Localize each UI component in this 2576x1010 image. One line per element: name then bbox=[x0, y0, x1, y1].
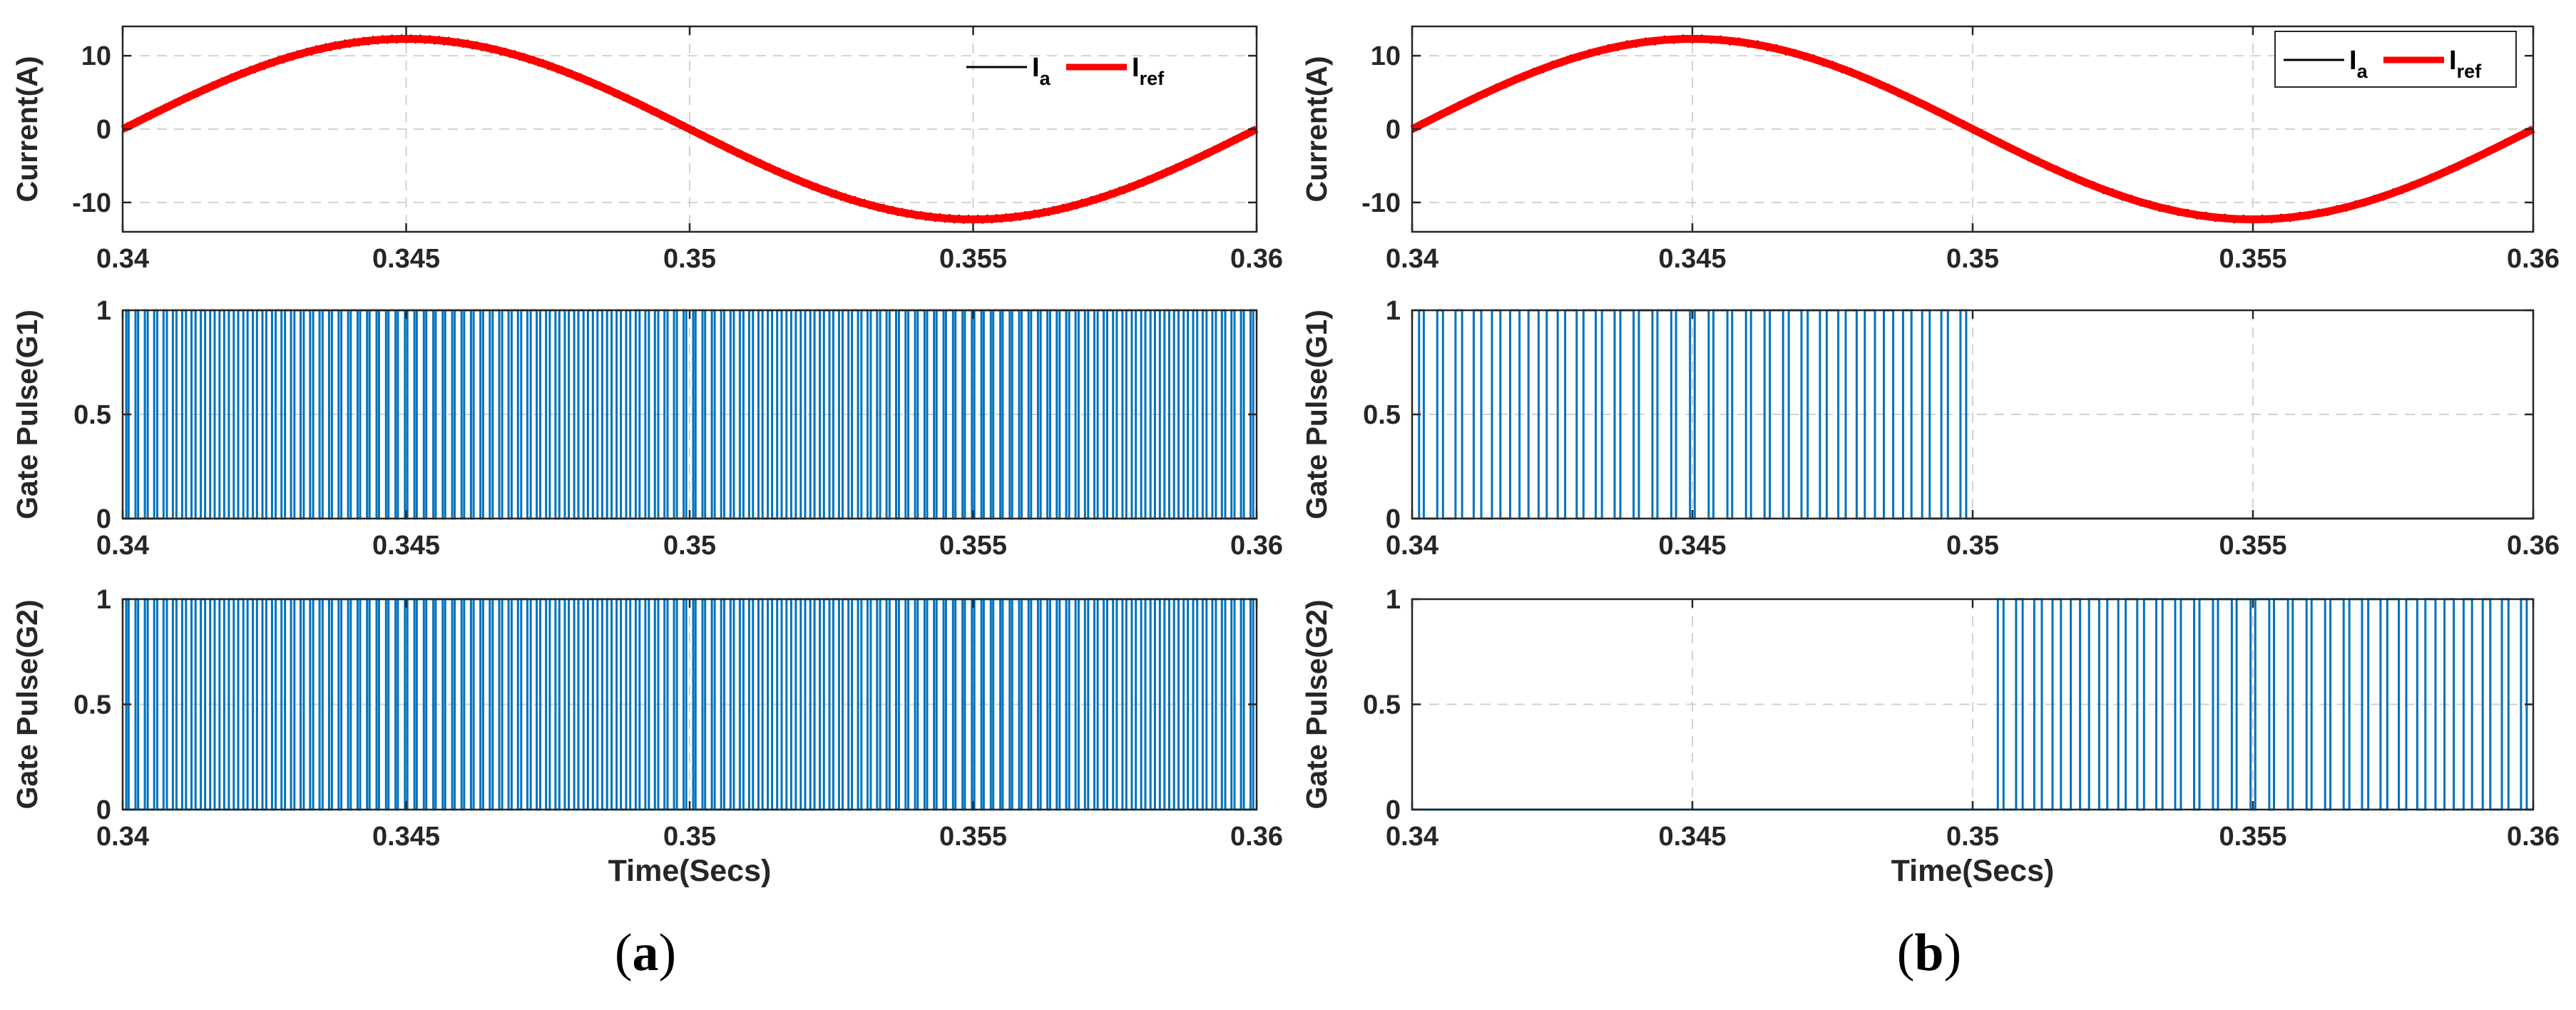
chart-a-2-y-tick-label-1: 0.5 bbox=[73, 400, 111, 430]
chart-b-1-legend-ia-label: Ia bbox=[2349, 46, 2368, 82]
chart-a-1-legend-iref-label: Iref bbox=[1132, 53, 1165, 89]
chart-a-3-x-tick-label-4: 0.36 bbox=[1230, 822, 1283, 852]
chart-a-3-y-tick-label-1: 0.5 bbox=[73, 690, 111, 720]
chart-a-1-x-tick-label-2: 0.35 bbox=[663, 244, 716, 274]
chart-b-1-legend-ia-sub: a bbox=[2357, 61, 2368, 82]
chart-b-3-x-tick-label-2: 0.35 bbox=[1946, 822, 1999, 852]
chart-a-3-y-tick-label-2: 0 bbox=[96, 795, 111, 825]
chart-a-2: 0.34 0.345 0.35 0.355 0.36 1 0.5 0 Gate Pulse(G1… bbox=[11, 296, 1283, 561]
caption-a-letter: a bbox=[633, 924, 659, 982]
chart-b-2: 0.34 0.345 0.35 0.355 0.36 1 0.5 0 Gate Pulse(G1… bbox=[1300, 296, 2560, 561]
chart-b-1-legend: Ia Iref bbox=[2274, 31, 2517, 88]
chart-b-1-y-label: Current(A) bbox=[1300, 56, 1333, 203]
chart-b-3-x-label: Time(Secs) bbox=[1891, 854, 2055, 888]
chart-a-1-x-tick-label-1: 0.345 bbox=[372, 244, 440, 274]
caption-b-close: ) bbox=[1944, 924, 1962, 982]
chart-a-1-y-tick-label-1: 0 bbox=[96, 115, 111, 145]
chart-b-2-y-label: Gate Pulse(G1) bbox=[1300, 310, 1333, 519]
caption-a: (a) bbox=[615, 924, 676, 982]
chart-a-2-x-tick-label-0: 0.34 bbox=[96, 531, 149, 561]
chart-a-1-y-tick-label-0: 10 bbox=[81, 41, 111, 71]
chart-b-3-y-tick-label-1: 0.5 bbox=[1363, 690, 1401, 720]
chart-b-1-x-tick-label-1: 0.345 bbox=[1658, 244, 1726, 274]
chart-a-3-x-tick-label-2: 0.35 bbox=[663, 822, 716, 852]
chart-b-3: 0.34 0.345 0.35 0.355 0.36 1 0.5 0 Gate Pulse(G2… bbox=[1300, 585, 2560, 888]
chart-a-1-legend-ia-label: Ia bbox=[1032, 53, 1051, 89]
caption-b: (b) bbox=[1897, 924, 1961, 982]
chart-a-1-legend: Ia Iref bbox=[966, 53, 1165, 89]
chart-b-3-y-tick-label-2: 0 bbox=[1386, 795, 1401, 825]
chart-b-3-y-tick-label-0: 1 bbox=[1386, 585, 1401, 615]
chart-b-2-y-tick-label-1: 0.5 bbox=[1363, 400, 1401, 430]
chart-b-3-x-tick-label-4: 0.36 bbox=[2507, 822, 2560, 852]
chart-a-3-x-tick-label-3: 0.355 bbox=[939, 822, 1007, 852]
chart-b-1-x-tick-label-4: 0.36 bbox=[2507, 244, 2560, 274]
chart-b-2-x-tick-label-4: 0.36 bbox=[2507, 531, 2560, 561]
caption-a-close: ) bbox=[659, 924, 677, 982]
chart-b-3-x-tick-label-3: 0.355 bbox=[2219, 822, 2286, 852]
caption-b-letter: b bbox=[1914, 924, 1943, 982]
chart-a-1-legend-iref-main: I bbox=[1132, 53, 1140, 83]
chart-a-3: 0.34 0.345 0.35 0.355 0.36 1 0.5 0 Gate Pulse(G2… bbox=[11, 585, 1283, 888]
chart-b-1-legend-iref-sub: ref bbox=[2457, 61, 2483, 82]
chart-b-1-y-tick-label-0: 10 bbox=[1371, 41, 1401, 71]
chart-b-1-legend-iref-main: I bbox=[2449, 46, 2457, 76]
chart-b-1-x-tick-label-0: 0.34 bbox=[1386, 244, 1438, 274]
chart-b-1-series-iref bbox=[1410, 35, 2535, 223]
chart-a-1-y-label: Current(A) bbox=[11, 56, 44, 203]
chart-a-2-x-tick-label-1: 0.345 bbox=[372, 531, 440, 561]
caption-a-open: ( bbox=[615, 924, 633, 982]
chart-a-1-legend-ia-main: I bbox=[1032, 53, 1040, 83]
chart-a-3-y-label: Gate Pulse(G2) bbox=[11, 600, 44, 810]
chart-b-2-x-tick-label-0: 0.34 bbox=[1386, 531, 1438, 561]
chart-b-1-legend-ia-main: I bbox=[2349, 46, 2357, 76]
chart-a-2-x-tick-label-4: 0.36 bbox=[1230, 531, 1283, 561]
chart-a-1-x-tick-label-0: 0.34 bbox=[96, 244, 149, 274]
chart-a-1-legend-iref-sub: ref bbox=[1140, 68, 1165, 89]
chart-b-1-legend-iref-label: Iref bbox=[2449, 46, 2482, 82]
chart-b-3-y-label: Gate Pulse(G2) bbox=[1300, 600, 1333, 810]
chart-a-1-x-tick-label-4: 0.36 bbox=[1230, 244, 1283, 274]
chart-a-2-y-tick-label-0: 1 bbox=[96, 296, 111, 326]
chart-b-2-x-tick-label-3: 0.355 bbox=[2219, 531, 2286, 561]
chart-a-3-x-label: Time(Secs) bbox=[608, 854, 772, 888]
chart-a-3-x-tick-label-1: 0.345 bbox=[372, 822, 440, 852]
chart-b-1-x-tick-label-2: 0.35 bbox=[1946, 244, 1999, 274]
chart-b-3-x-tick-label-0: 0.34 bbox=[1386, 822, 1438, 852]
chart-b-1-y-tick-label-2: -10 bbox=[1361, 188, 1401, 218]
chart-b-1-y-tick-label-1: 0 bbox=[1386, 115, 1401, 145]
chart-a-1-y-tick-label-2: -10 bbox=[72, 188, 111, 218]
chart-a-3-x-tick-label-0: 0.34 bbox=[96, 822, 149, 852]
chart-a-2-y-tick-label-2: 0 bbox=[96, 504, 111, 534]
captions-layer: (a) (b) bbox=[615, 924, 1961, 982]
chart-b-1-x-tick-label-3: 0.355 bbox=[2219, 244, 2286, 274]
chart-b-2-x-tick-label-1: 0.345 bbox=[1658, 531, 1726, 561]
chart-a-1-series-iref bbox=[121, 35, 1259, 223]
chart-b-2-x-tick-label-2: 0.35 bbox=[1946, 531, 1999, 561]
chart-a-3-y-tick-label-0: 1 bbox=[96, 585, 111, 615]
chart-b-2-y-tick-label-2: 0 bbox=[1386, 504, 1401, 534]
chart-b-2-y-tick-label-0: 1 bbox=[1386, 296, 1401, 326]
chart-a-2-x-tick-label-3: 0.355 bbox=[939, 531, 1007, 561]
chart-a-2-y-label: Gate Pulse(G1) bbox=[11, 310, 44, 519]
chart-a-1-x-tick-label-3: 0.355 bbox=[939, 244, 1007, 274]
chart-a-2-x-tick-label-2: 0.35 bbox=[663, 531, 716, 561]
caption-b-open: ( bbox=[1897, 924, 1915, 982]
chart-a-1-legend-ia-sub: a bbox=[1040, 68, 1051, 89]
chart-b-3-x-tick-label-1: 0.345 bbox=[1658, 822, 1726, 852]
